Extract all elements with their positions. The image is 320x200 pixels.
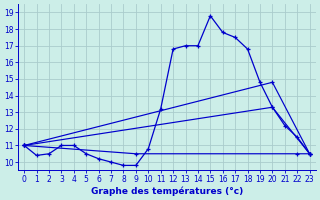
X-axis label: Graphe des températures (°c): Graphe des températures (°c) xyxy=(91,186,243,196)
